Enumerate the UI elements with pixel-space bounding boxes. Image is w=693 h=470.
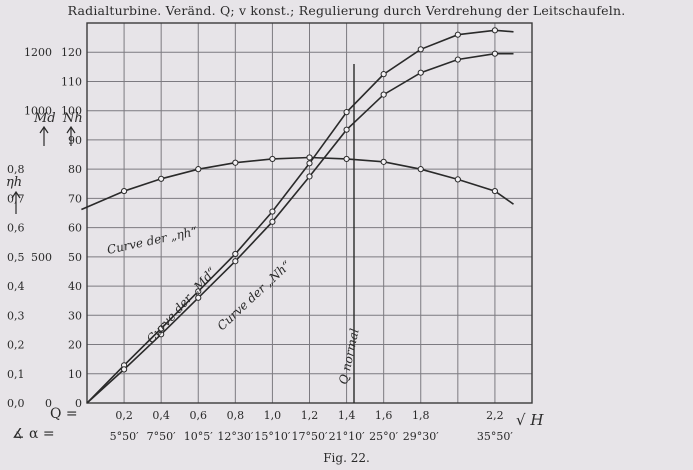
alpha-tick-label: 29°30′ xyxy=(403,430,439,443)
eta-tick-label: 0,1 xyxy=(7,368,25,381)
series-line xyxy=(81,156,514,211)
alpha-tick-label: 17°50′ xyxy=(292,430,328,443)
nh-tick-label: 50 xyxy=(68,251,82,264)
data-point xyxy=(380,71,387,78)
data-point xyxy=(454,31,461,38)
alpha-tick-label: 25°0′ xyxy=(369,430,398,443)
nh-tick-label: 60 xyxy=(68,222,82,235)
q-tick-label: 1,8 xyxy=(412,409,430,422)
data-point xyxy=(232,258,239,265)
data-point xyxy=(195,288,202,295)
nh-tick-label: 110 xyxy=(61,75,82,88)
nh-axis-label: Nh xyxy=(62,111,83,126)
nh-tick-label: 80 xyxy=(68,163,82,176)
nh-tick-label: 120 xyxy=(61,46,82,59)
q-tick-label: 1,2 xyxy=(301,409,319,422)
data-point xyxy=(269,218,276,225)
series-label: Curve der „Md“ xyxy=(144,265,219,346)
axis-arrow-icon xyxy=(39,125,49,134)
data-point xyxy=(306,154,313,161)
plot-frame xyxy=(86,22,533,404)
alpha-tick-label: 15°10′ xyxy=(254,430,290,443)
q-axis-label: Q = xyxy=(50,406,78,422)
data-point xyxy=(491,27,499,34)
q-normal-label: Q normal xyxy=(336,327,362,386)
md-axis-label: Md xyxy=(33,111,56,126)
md-tick-label: 1200 xyxy=(24,46,52,59)
data-point xyxy=(417,69,424,76)
q-tick-label: 1,0 xyxy=(264,409,282,422)
data-point xyxy=(306,160,313,167)
nh-tick-label: 90 xyxy=(68,134,82,147)
data-point xyxy=(158,175,165,182)
chart-marks xyxy=(81,27,514,404)
md-tick-label: 0 xyxy=(45,397,52,410)
eta-tick-label: 0,2 xyxy=(7,339,25,352)
alpha-tick-label: 5°50′ xyxy=(110,430,139,443)
eta-tick-label: 0,8 xyxy=(7,163,25,176)
q-tick-label: 2,2 xyxy=(486,409,504,422)
data-point xyxy=(269,155,276,163)
data-point xyxy=(454,176,461,183)
alpha-axis-label: ∡ α = xyxy=(12,426,55,442)
series-label: Curve der „ηh“ xyxy=(106,224,199,257)
data-point xyxy=(417,166,424,173)
page-title: Radialturbine. Veränd. Q; v konst.; Regu… xyxy=(67,3,626,18)
q-tick-label: 1,4 xyxy=(338,409,356,422)
data-point xyxy=(454,56,461,63)
nh-tick-label: 0 xyxy=(75,397,82,410)
data-point xyxy=(269,208,276,215)
md-tick-label: 1000 xyxy=(24,105,52,118)
axis-arrow-icon xyxy=(11,190,21,199)
data-point xyxy=(491,50,499,57)
data-point xyxy=(195,294,202,301)
alpha-tick-label: 10°5′ xyxy=(184,430,213,443)
nh-tick-label: 10 xyxy=(68,368,82,381)
nh-tick-label: 40 xyxy=(68,280,82,293)
eta-tick-label: 0,4 xyxy=(7,280,25,293)
nh-tick-label: 100 xyxy=(61,105,82,118)
data-point xyxy=(306,173,313,180)
alpha-tick-label: 35°50′ xyxy=(477,430,513,443)
eta-tick-label: 0,5 xyxy=(7,251,25,264)
data-point xyxy=(232,159,239,166)
nh-tick-label: 20 xyxy=(68,339,82,352)
alpha-tick-label: 21°10′ xyxy=(329,430,365,443)
data-point xyxy=(195,166,202,173)
data-point xyxy=(343,126,350,133)
eta-axis-label: ηh xyxy=(6,175,22,190)
q-tick-label: 0,2 xyxy=(115,409,133,422)
data-point xyxy=(232,250,239,258)
q-tick-label: 0,4 xyxy=(152,409,170,422)
data-point xyxy=(158,331,165,338)
data-point xyxy=(417,46,424,53)
data-point xyxy=(380,91,387,98)
nh-tick-label: 30 xyxy=(68,309,82,322)
data-point xyxy=(120,366,128,373)
data-point xyxy=(343,109,350,116)
figure-caption: Fig. 22. xyxy=(323,451,370,465)
data-point xyxy=(491,187,499,195)
eta-tick-label: 0,3 xyxy=(7,309,25,322)
data-point xyxy=(343,155,350,163)
sqrt-h-label: √ H xyxy=(516,411,544,429)
data-point xyxy=(380,158,387,165)
data-point xyxy=(120,187,128,195)
alpha-tick-label: 7°50′ xyxy=(147,430,176,443)
nh-tick-label: 70 xyxy=(68,192,82,205)
series-line xyxy=(86,29,514,404)
q-tick-label: 0,8 xyxy=(227,409,245,422)
axis-arrow-icon xyxy=(66,125,76,134)
series-line xyxy=(86,52,514,404)
data-point xyxy=(158,325,165,332)
q-tick-label: 1,6 xyxy=(375,409,393,422)
eta-tick-label: 0,0 xyxy=(7,397,25,410)
eta-tick-label: 0,6 xyxy=(7,222,25,235)
q-tick-label: 0,6 xyxy=(190,409,208,422)
md-tick-label: 500 xyxy=(31,251,52,264)
alpha-tick-label: 12°30′ xyxy=(217,430,253,443)
